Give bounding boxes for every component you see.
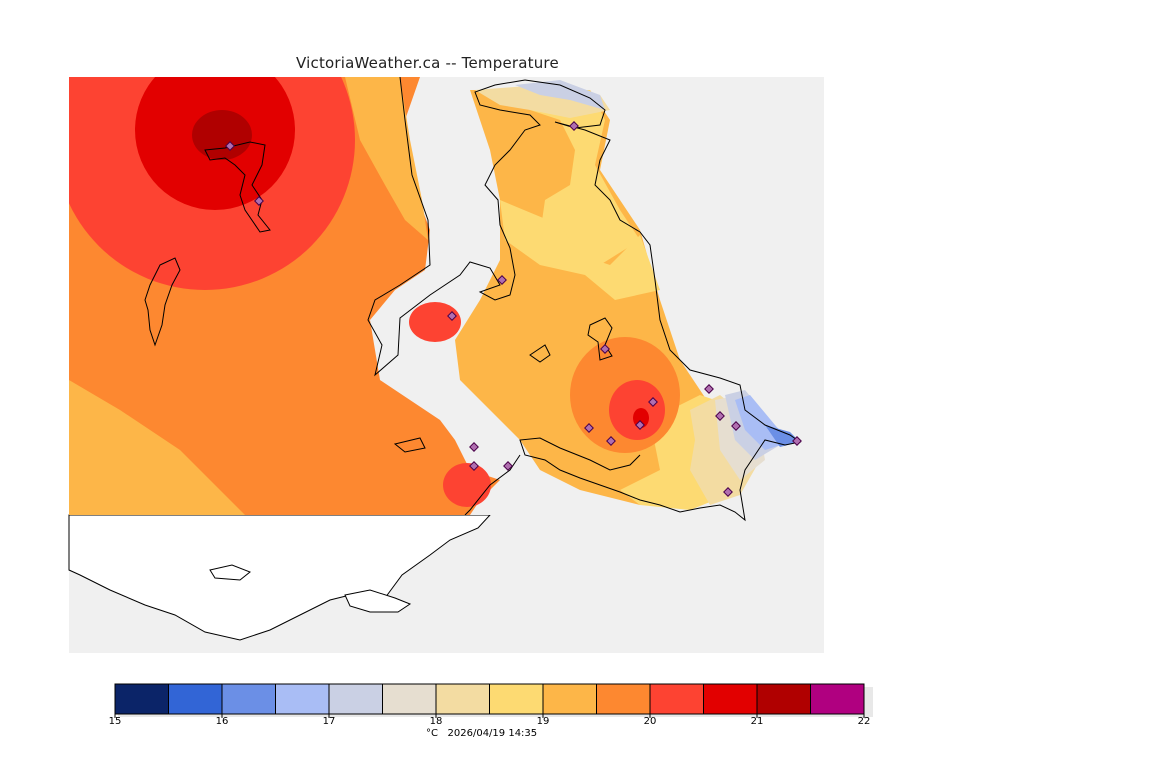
coastline — [144, 76, 802, 522]
station-marker — [497, 275, 507, 285]
mainland-landmass — [68, 514, 492, 641]
scale-label: 22 — [857, 716, 871, 727]
legend-caption: °C 2026/04/19 14:35 — [426, 728, 538, 739]
scale-bin — [435, 683, 490, 715]
scale-bin — [756, 683, 811, 715]
color-scale — [114, 683, 873, 718]
weather-stations — [225, 121, 802, 497]
station-marker — [606, 436, 616, 446]
scale-bin — [542, 683, 597, 715]
scale-bin — [168, 683, 223, 715]
station-marker — [569, 121, 579, 131]
island — [344, 589, 412, 613]
temperature-field — [69, 77, 824, 515]
scale-bin — [114, 683, 169, 715]
station-marker — [469, 442, 479, 452]
scale-label: 19 — [536, 716, 550, 727]
scale-bin — [382, 683, 437, 715]
station-marker — [600, 344, 610, 354]
scale-bin — [649, 683, 704, 715]
station-marker — [648, 397, 658, 407]
scale-bin — [328, 683, 383, 715]
station-marker — [469, 461, 479, 471]
scale-label: 18 — [429, 716, 443, 727]
map-title: VictoriaWeather.ca -- Temperature — [296, 54, 559, 72]
station-marker — [254, 196, 264, 206]
station-marker — [792, 436, 802, 446]
station-marker — [503, 461, 513, 471]
scale-label: 17 — [322, 716, 336, 727]
station-marker — [447, 311, 457, 321]
scale-label: 15 — [108, 716, 122, 727]
station-marker — [704, 384, 714, 394]
island — [209, 564, 251, 581]
scale-bin — [596, 683, 651, 715]
station-marker — [715, 411, 725, 421]
scale-bin — [221, 683, 276, 715]
station-marker — [723, 487, 733, 497]
scale-bin — [810, 683, 865, 715]
scale-label: 20 — [643, 716, 657, 727]
station-marker — [584, 423, 594, 433]
scale-label: 21 — [750, 716, 764, 727]
station-marker — [635, 420, 645, 430]
station-marker — [731, 421, 741, 431]
scale-label: 16 — [215, 716, 229, 727]
station-marker — [225, 141, 235, 151]
scale-bin — [275, 683, 330, 715]
scale-bin — [703, 683, 758, 715]
scale-bin — [489, 683, 544, 715]
